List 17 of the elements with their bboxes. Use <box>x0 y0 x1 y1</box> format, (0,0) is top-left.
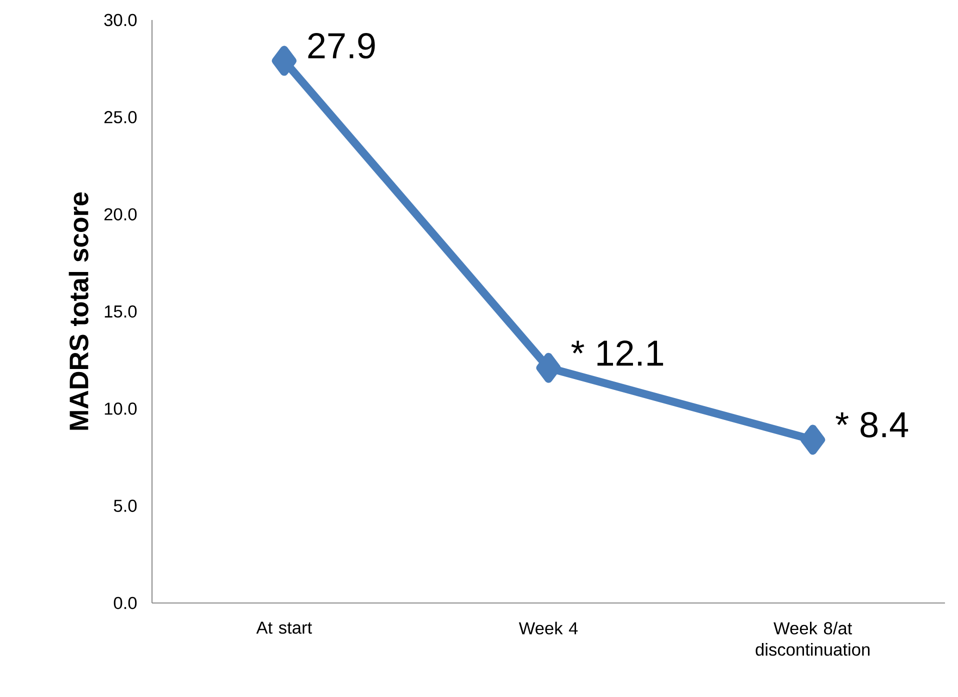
y-tick-label: 10.0 <box>104 402 137 415</box>
y-tick-label: 30.0 <box>104 14 137 26</box>
x-tick-label: At start <box>256 622 312 634</box>
point <box>272 46 296 76</box>
x-tick-label: Week 4 <box>518 622 578 634</box>
data-label: * 12.1 <box>571 340 664 366</box>
point <box>800 424 826 455</box>
point <box>536 352 561 383</box>
y-tick-label: 5.0 <box>114 500 137 512</box>
y-tick-label: 15.0 <box>104 305 137 318</box>
y-tick-label: 20.0 <box>104 208 137 220</box>
y-tick-label: 0.0 <box>114 596 137 610</box>
y-axis-title: MADRS total score <box>68 192 88 430</box>
x-tick-label: Week 8/at discontinuation <box>756 622 870 656</box>
data-label: * 8.4 <box>836 412 908 438</box>
y-tick-label: 25.0 <box>104 111 137 124</box>
data-label: 27.9 <box>308 33 375 59</box>
